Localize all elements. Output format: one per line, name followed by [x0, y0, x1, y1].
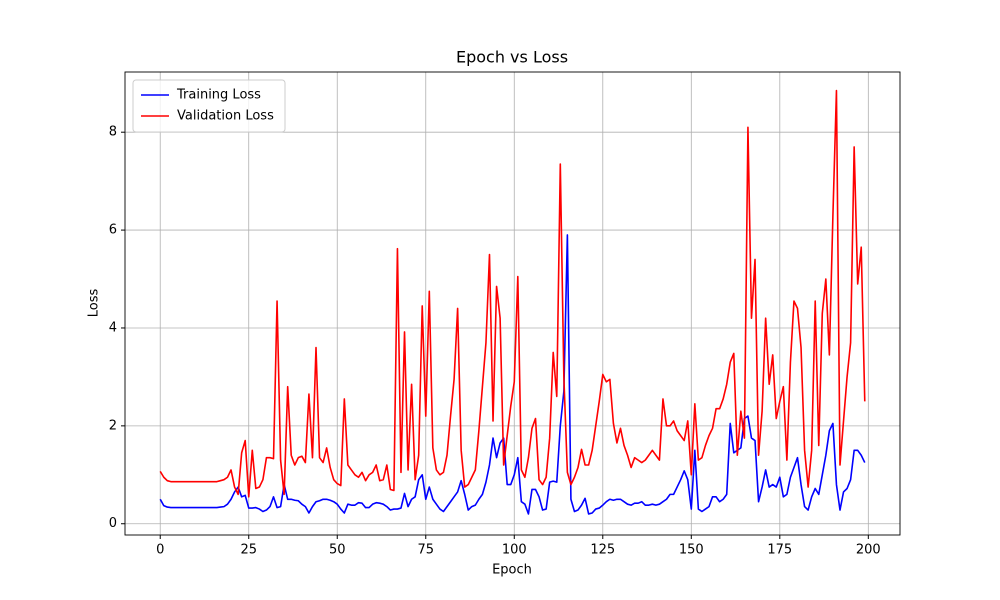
chart-title: Epoch vs Loss — [456, 48, 568, 67]
x-tick-label: 125 — [590, 543, 615, 558]
x-tick-label: 150 — [679, 543, 704, 558]
x-tick-label: 200 — [856, 543, 881, 558]
y-tick-label: 4 — [109, 320, 117, 335]
line-series — [159, 89, 866, 498]
legend-box — [132, 79, 286, 133]
legend-label: Training Loss — [176, 88, 261, 103]
y-axis-label: Loss — [87, 289, 102, 318]
y-tick-label: 8 — [109, 125, 117, 140]
line-series — [159, 234, 866, 515]
x-tick-label: 0 — [156, 543, 164, 558]
x-axis-label: Epoch — [492, 563, 532, 578]
y-tick-label: 2 — [109, 418, 117, 433]
x-tick-label: 175 — [767, 543, 792, 558]
x-tick-label: 25 — [240, 543, 257, 558]
legend-label: Validation Loss — [177, 109, 274, 124]
y-tick-label: 0 — [109, 516, 117, 531]
y-tick-label: 6 — [109, 223, 117, 238]
x-tick-label: 75 — [417, 543, 434, 558]
x-tick-label: 50 — [329, 543, 346, 558]
x-tick-label: 100 — [502, 543, 527, 558]
axes-frame — [124, 71, 901, 536]
